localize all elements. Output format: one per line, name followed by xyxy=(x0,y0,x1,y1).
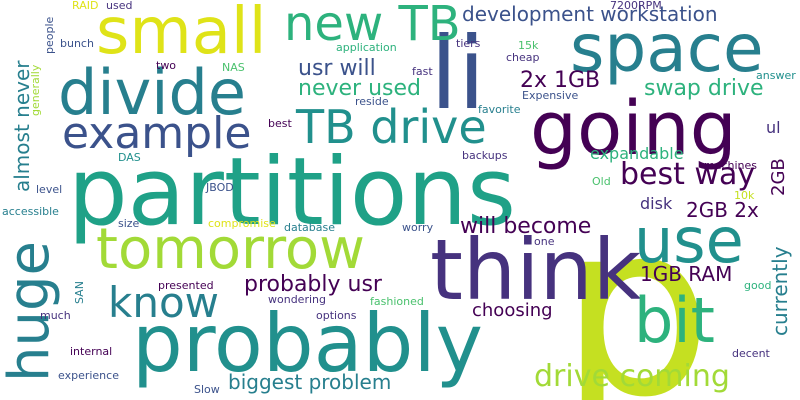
word-generally: generally xyxy=(29,64,42,116)
word-will-become: will become xyxy=(460,214,592,239)
word-going: going xyxy=(530,86,737,172)
word-development-workstation: development workstation xyxy=(462,2,718,26)
word-usr-will: usr will xyxy=(298,56,376,81)
word-san: SAN xyxy=(73,281,86,304)
word-10k: 10k xyxy=(734,189,755,202)
word-use: use xyxy=(634,204,744,277)
word-level: level xyxy=(36,183,63,196)
word-internal: internal xyxy=(70,345,113,358)
word-swap-drive: swap drive xyxy=(644,76,764,101)
word-example: example xyxy=(62,108,252,159)
word-backups: backups xyxy=(462,149,508,162)
word-database: database xyxy=(284,221,335,234)
word-two: two xyxy=(156,59,177,72)
word-machines: machines xyxy=(704,159,758,172)
word-compromise: compromise xyxy=(208,217,276,230)
word-decent: decent xyxy=(732,347,770,360)
word-answer: answer xyxy=(756,69,796,82)
word-das: DAS xyxy=(118,151,141,164)
word-probably: probably xyxy=(132,297,484,390)
word-worry: worry xyxy=(402,221,434,234)
word-application: application xyxy=(336,41,397,54)
word-experience: experience xyxy=(58,369,119,382)
word-divide: divide xyxy=(58,56,246,129)
word-cheap: cheap xyxy=(506,51,540,64)
word-bunch: bunch xyxy=(60,37,94,50)
word-much: much xyxy=(40,309,71,322)
word-1gb-ram: 1GB RAM xyxy=(640,262,733,286)
word-tomorrow: tomorrow xyxy=(96,217,365,282)
word-bit: bit xyxy=(634,284,715,357)
word-ul: ul xyxy=(766,118,781,137)
word-options: options xyxy=(316,309,357,322)
word-people: people xyxy=(43,16,56,54)
word-p: p xyxy=(560,170,713,400)
word-biggest-problem: biggest problem xyxy=(228,370,392,394)
word-presented: presented xyxy=(158,279,214,292)
word-currently: currently xyxy=(768,246,792,336)
word-2gb: 2GB xyxy=(768,158,789,196)
word-2gb-2x: 2GB 2x xyxy=(686,198,759,222)
word-drive-coming: drive coming xyxy=(534,359,730,394)
word-small: small xyxy=(96,0,267,69)
word-2x-1gb: 2x 1GB xyxy=(520,68,601,93)
word-space: space xyxy=(570,10,764,87)
word-15k: 15k xyxy=(518,39,539,52)
word-never-used: never used xyxy=(298,76,421,101)
word-used: used xyxy=(106,0,133,12)
word-slow: Slow xyxy=(194,383,220,396)
word-raid: RAID xyxy=(72,0,99,12)
word-reside: reside xyxy=(355,95,389,108)
word-7200rpm: 7200RPM xyxy=(610,0,662,12)
word-think: think xyxy=(430,221,642,319)
word-probably-usr: probably usr xyxy=(244,272,382,297)
word-good: good xyxy=(744,279,772,292)
word-nas: NAS xyxy=(222,61,245,74)
word-one: one xyxy=(534,235,555,248)
word-tiers: tiers xyxy=(456,37,481,50)
word-li: li xyxy=(430,15,486,132)
word-best: best xyxy=(268,117,292,130)
word-fast: fast xyxy=(412,65,433,78)
word-expandable: expandable xyxy=(590,144,684,163)
word-wondering: wondering xyxy=(268,293,326,306)
word-expensive: Expensive xyxy=(522,89,579,102)
word-favorite: favorite xyxy=(478,103,521,116)
word-old: Old xyxy=(592,175,611,188)
word-fashioned: fashioned xyxy=(370,295,424,308)
word-choosing: choosing xyxy=(472,300,553,321)
word-know: know xyxy=(108,278,219,327)
word-disk: disk xyxy=(640,194,673,213)
word-new-tb: new TB xyxy=(284,0,461,52)
word-size: size xyxy=(118,217,140,230)
word-jbod: JBOD xyxy=(206,181,234,194)
word-tb-drive: TB drive xyxy=(296,100,487,154)
word-accessible: accessible xyxy=(2,205,59,218)
word-best-way: best way xyxy=(620,157,756,192)
word-partitions: partitions xyxy=(68,138,516,247)
